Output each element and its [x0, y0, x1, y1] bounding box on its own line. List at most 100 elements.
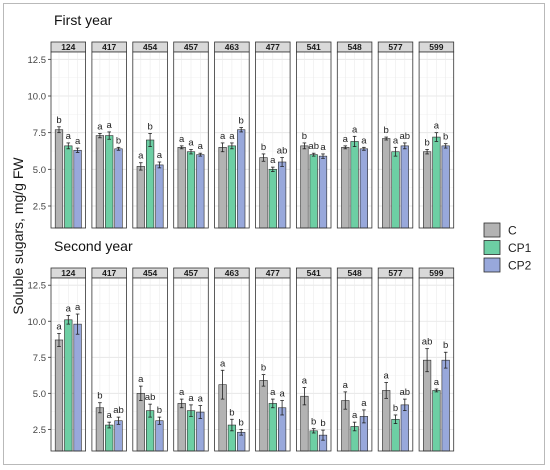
- y-tick-label: 7.5: [33, 353, 46, 364]
- y-tick-label: 10.0: [28, 92, 47, 103]
- bar: [218, 147, 227, 229]
- significance-letter: ab: [400, 131, 411, 142]
- significance-letter: b: [302, 131, 307, 142]
- significance-letter: a: [107, 410, 113, 421]
- significance-letter: b: [116, 135, 121, 146]
- significance-letter: a: [279, 389, 285, 400]
- facet-label: 599: [429, 42, 443, 52]
- panel-title: Second year: [54, 238, 133, 254]
- bar: [309, 154, 318, 229]
- facet-border: [91, 51, 127, 229]
- significance-letter: a: [393, 135, 399, 146]
- significance-letter: ab: [422, 337, 433, 348]
- significance-letter: b: [393, 403, 398, 414]
- y-tick-label: 10.0: [28, 317, 47, 328]
- significance-letter: a: [157, 150, 163, 161]
- facet-border: [255, 277, 291, 452]
- bar: [350, 141, 359, 229]
- significance-letter: a: [229, 131, 235, 142]
- significance-letter: a: [188, 393, 194, 404]
- significance-letter: a: [66, 131, 72, 142]
- significance-letter: a: [97, 121, 103, 132]
- significance-letter: ab: [277, 146, 288, 157]
- significance-letter: ab: [308, 141, 319, 152]
- facet-label: 599: [429, 268, 443, 278]
- bar: [146, 139, 155, 229]
- bar: [177, 147, 186, 229]
- significance-letter: a: [220, 131, 226, 142]
- legend-swatch: [483, 222, 501, 238]
- significance-letter: b: [239, 116, 244, 127]
- significance-letter: a: [179, 134, 185, 145]
- facet-label: 124: [61, 42, 75, 52]
- facet-label: 541: [307, 268, 321, 278]
- bar: [237, 129, 246, 229]
- significance-letter: a: [179, 387, 185, 398]
- bar: [155, 420, 164, 452]
- significance-letter: ab: [400, 387, 411, 398]
- panel-title: First year: [54, 12, 113, 28]
- bar: [54, 129, 64, 229]
- significance-letter: b: [443, 132, 448, 143]
- y-tick-label: 12.5: [28, 281, 47, 292]
- bar: [73, 149, 82, 229]
- bar: [441, 145, 450, 229]
- facet-label: 417: [102, 268, 116, 278]
- facet-border: [132, 51, 168, 229]
- facet-border: [418, 51, 455, 229]
- bar: [54, 339, 64, 452]
- significance-letter: a: [320, 142, 326, 153]
- bar: [259, 157, 268, 229]
- significance-letter: a: [66, 303, 72, 314]
- facet-border: [91, 277, 127, 452]
- bar: [400, 404, 409, 452]
- bar: [95, 135, 104, 229]
- significance-letter: a: [56, 322, 62, 333]
- facet-label: 477: [266, 42, 280, 52]
- significance-letter: a: [343, 134, 349, 145]
- facet-label: 124: [61, 268, 75, 278]
- facet-label: 463: [225, 42, 239, 52]
- significance-letter: b: [443, 340, 448, 351]
- significance-letter: a: [107, 120, 113, 131]
- significance-letter: a: [434, 121, 440, 132]
- significance-letter: b: [56, 115, 61, 126]
- significance-letter: a: [138, 374, 144, 385]
- bar: [432, 390, 441, 452]
- bar: [318, 155, 328, 229]
- y-tick-label: 5.0: [33, 165, 46, 176]
- bar: [136, 166, 145, 229]
- facet-border: [418, 277, 455, 452]
- significance-letter: b: [384, 125, 389, 136]
- bar: [382, 138, 391, 229]
- bar: [400, 145, 409, 229]
- facet-border: [377, 277, 414, 452]
- bar: [114, 148, 123, 229]
- legend-swatch: [483, 240, 501, 255]
- bar: [259, 380, 268, 452]
- y-tick-label: 2.5: [33, 425, 46, 436]
- facet-label: 577: [388, 268, 402, 278]
- significance-letter: b: [311, 417, 316, 428]
- facet-border: [132, 277, 168, 452]
- facet-label: 457: [184, 42, 198, 52]
- facet-label: 477: [266, 268, 280, 278]
- y-tick-label: 12.5: [28, 55, 47, 66]
- bar: [300, 145, 309, 229]
- significance-letter: b: [320, 418, 325, 429]
- facet-label: 417: [102, 42, 116, 52]
- facet-border: [50, 277, 86, 452]
- significance-letter: a: [270, 387, 276, 398]
- facet-border: [214, 277, 250, 452]
- bar: [382, 390, 391, 452]
- y-tick-label: 2.5: [33, 202, 46, 213]
- bar: [359, 148, 369, 229]
- legend-label: CP2: [508, 259, 532, 273]
- bar: [64, 319, 73, 452]
- facet-label: 541: [307, 42, 321, 52]
- significance-letter: a: [188, 138, 194, 149]
- significance-letter: b: [261, 142, 266, 153]
- significance-letter: b: [239, 417, 244, 428]
- facet-label: 463: [225, 268, 239, 278]
- significance-letter: a: [270, 155, 276, 166]
